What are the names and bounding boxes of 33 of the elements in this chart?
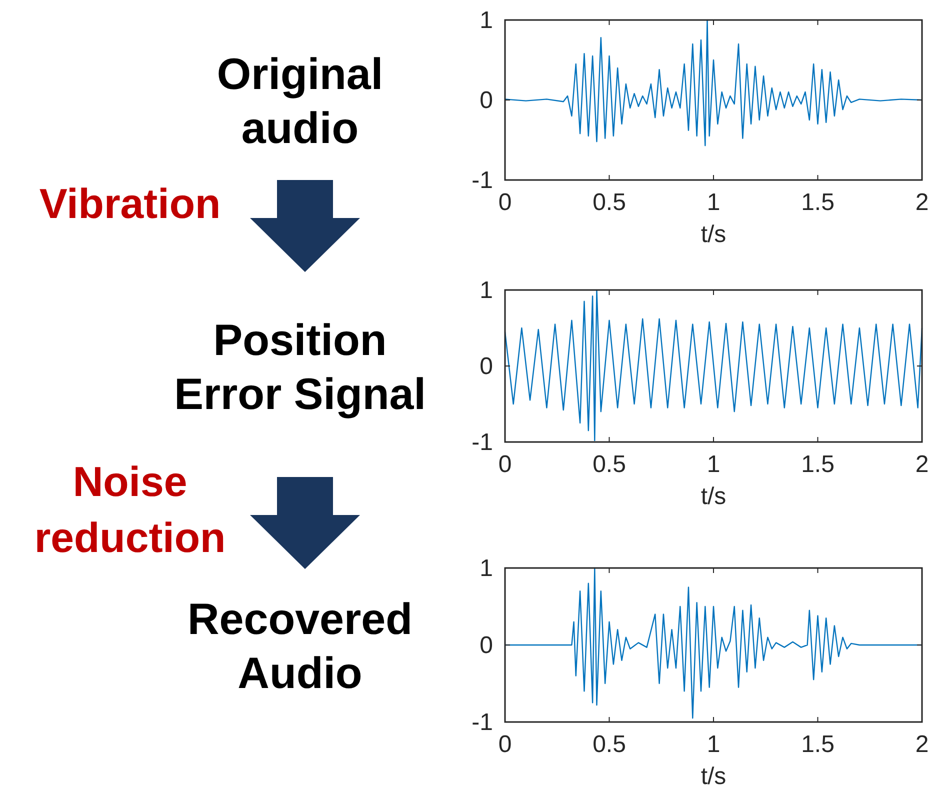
x-tick-label: 0.5	[592, 189, 626, 216]
x-tick-label: 0	[498, 189, 512, 216]
x-axis-title: t/s	[700, 221, 726, 248]
y-tick-label: 0	[480, 353, 493, 380]
x-tick-label: 2	[915, 189, 929, 216]
y-tick-label: 0	[480, 632, 493, 659]
y-tick-label: -1	[472, 167, 493, 194]
x-tick-label: 1	[706, 189, 720, 216]
y-tick-label: 0	[480, 87, 493, 114]
text: Recovered Audio	[187, 595, 413, 698]
x-tick-label: 2	[915, 451, 929, 478]
text: Vibration	[39, 180, 221, 227]
x-tick-label: 1	[706, 451, 720, 478]
x-axis-title: t/s	[700, 483, 726, 510]
text: Original audio	[216, 50, 384, 153]
x-tick-label: 2	[915, 731, 929, 758]
x-tick-label: 1.5	[801, 189, 834, 216]
x-axis-title: t/s	[700, 763, 726, 790]
x-tick-label: 0	[498, 731, 512, 758]
x-tick-label: 1.5	[801, 451, 834, 478]
line-series	[504, 289, 923, 442]
x-tick-label: 0.5	[592, 731, 626, 758]
y-tick-label: 1	[480, 555, 493, 582]
x-tick-label: 0	[498, 451, 512, 478]
x-tick-label: 1	[706, 731, 720, 758]
y-tick-label: 1	[480, 277, 493, 304]
y-tick-label: -1	[472, 429, 493, 456]
x-tick-label: 0.5	[592, 451, 626, 478]
y-tick-label: 1	[480, 7, 493, 34]
x-tick-label: 1.5	[801, 731, 834, 758]
y-tick-label: -1	[472, 709, 493, 736]
text: Position Error Signal	[174, 316, 426, 419]
text: Noise reduction	[34, 458, 226, 561]
